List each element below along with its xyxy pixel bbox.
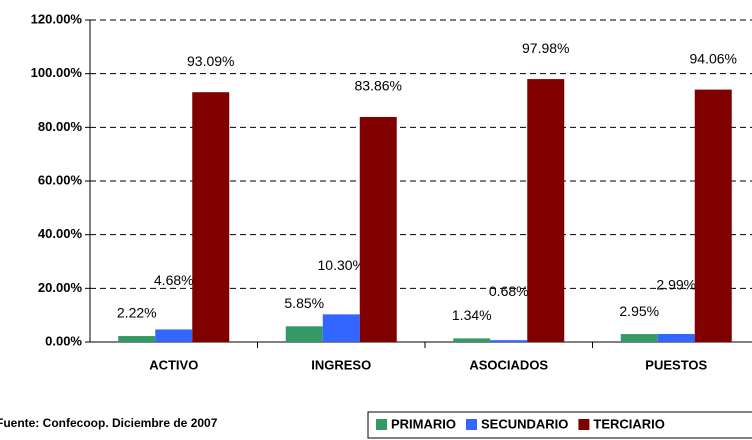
bar [322, 314, 360, 342]
data-label: 2.22% [117, 305, 157, 321]
legend-box [367, 411, 752, 439]
legend-swatch [376, 419, 387, 430]
x-tick-label: ACTIVO [149, 357, 198, 372]
bar [620, 334, 658, 342]
data-label: 2.95% [619, 303, 659, 319]
x-tick-label: ASOCIADOS [469, 357, 548, 372]
bar [694, 89, 732, 342]
y-tick-label: 60.00% [38, 172, 83, 187]
legend-label: TERCIARIO [593, 416, 665, 431]
legend-swatch [466, 419, 477, 430]
y-tick-label: 0.00% [45, 333, 82, 348]
data-label: 94.06% [690, 50, 737, 66]
legend-label: SECUNDARIO [481, 416, 568, 431]
data-label: 97.98% [522, 40, 569, 56]
data-label: 1.34% [452, 307, 492, 323]
bar [490, 340, 528, 342]
y-tick-label: 40.00% [38, 226, 83, 241]
bar [118, 336, 156, 342]
bar [155, 329, 193, 342]
bar [359, 116, 397, 342]
bar [285, 326, 323, 342]
x-tick-label: PUESTOS [645, 357, 707, 372]
x-tick-label: INGRESO [311, 357, 371, 372]
y-tick-label: 100.00% [31, 65, 83, 80]
y-tick-label: 80.00% [38, 119, 83, 134]
legend-label: PRIMARIO [391, 416, 456, 431]
source-note: Fuente: Confecoop. Diciembre de 2007 [0, 416, 218, 430]
legend-swatch [578, 419, 590, 430]
data-label: 2.99% [656, 277, 696, 293]
data-label: 93.09% [187, 53, 234, 69]
y-tick-label: 20.00% [38, 280, 83, 295]
data-label: 10.30% [318, 257, 365, 273]
bar [192, 92, 230, 342]
bar [527, 79, 565, 342]
data-label: 83.86% [355, 78, 402, 94]
y-tick-label: 120.00% [31, 11, 83, 26]
data-label: 4.68% [154, 272, 194, 288]
bar [657, 333, 695, 342]
data-label: 5.85% [284, 295, 324, 311]
data-label: 0.68% [489, 283, 529, 299]
bar [453, 338, 491, 342]
